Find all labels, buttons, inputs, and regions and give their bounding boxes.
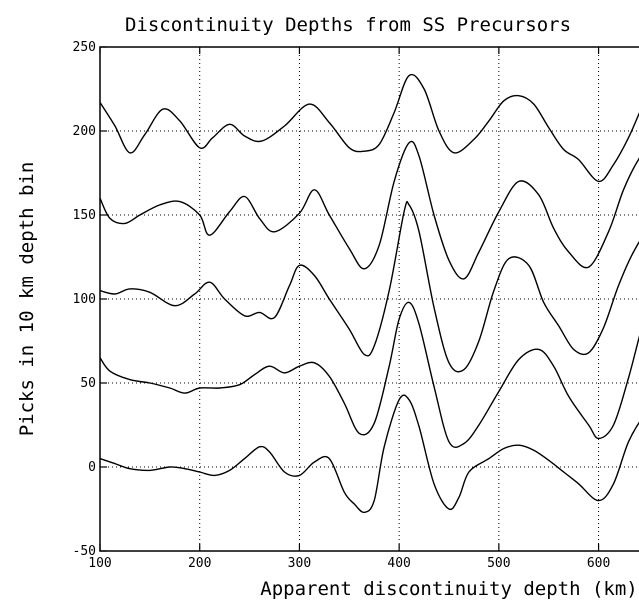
x-tick-label: 100: [88, 556, 111, 571]
series-line-2-3: [99, 73, 639, 183]
x-axis-label: Apparent discontinuity depth (km): [260, 578, 638, 600]
y-tick-label: 200: [73, 124, 96, 139]
x-tick-label: 200: [188, 556, 211, 571]
y-tick-label: 0: [88, 460, 96, 475]
y-tick-label: 50: [80, 376, 96, 391]
y-tick-label: 250: [73, 40, 96, 55]
ticks: [99, 46, 600, 552]
series-line-4-5: [99, 200, 639, 373]
curves: [99, 73, 639, 514]
series-line-5-6: [99, 301, 639, 448]
x-tick-labels: 100200300400500600700800: [88, 556, 610, 571]
x-tick-label: 500: [487, 556, 510, 571]
chart-title: Discontinuity Depths from SS Precursors: [125, 14, 571, 36]
x-tick-label: 300: [288, 556, 311, 571]
series-line-3-4: [99, 140, 639, 280]
x-tick-label: 600: [587, 556, 610, 571]
y-tick-label: 150: [73, 208, 96, 223]
y-axis-label: Picks in 10 km depth bin: [16, 162, 38, 437]
x-tick-label: 400: [387, 556, 410, 571]
series-line-6-7: [99, 394, 639, 514]
y-tick-label: -50: [73, 544, 96, 559]
y-tick-labels: -50 0 50 100 150 200 250: [73, 40, 96, 559]
y-tick-label: 100: [73, 292, 96, 307]
grid: [100, 47, 639, 551]
